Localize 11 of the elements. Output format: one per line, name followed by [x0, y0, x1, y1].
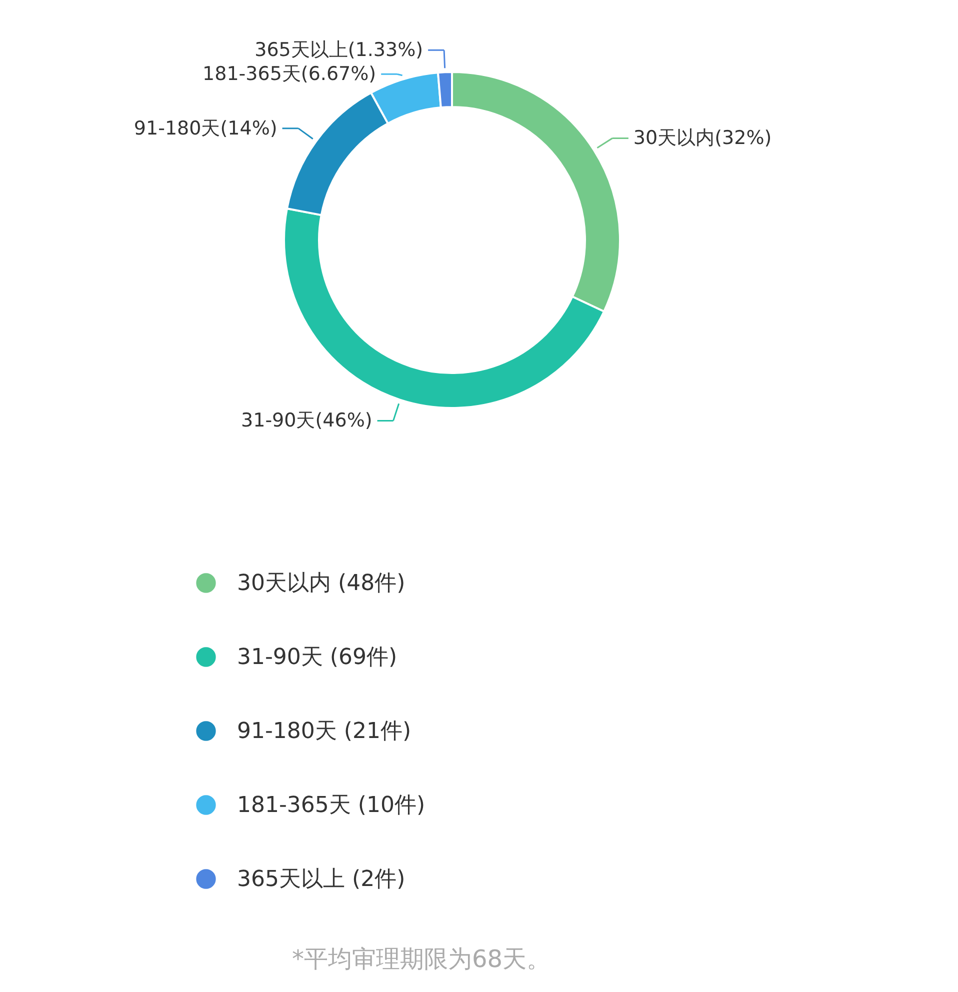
legend-label: 31-90天 (69件) [237, 645, 398, 670]
legend-label: 91-180天 (21件) [237, 719, 412, 744]
text: *平均审理期限为68天。 [292, 945, 551, 973]
data-label: 91-180天(14%) [134, 117, 278, 140]
legend-label: 181-365天 (10件) [237, 793, 426, 818]
data-label: 31-90天(46%) [241, 410, 372, 432]
legend-label: 365天以上 (2件) [237, 867, 406, 892]
data-label: 30天以内(32%) [633, 127, 772, 150]
data-label: 365天以上(1.33%) [254, 39, 424, 62]
legend-label: 30天以内 (48件) [237, 571, 406, 596]
data-label: 181-365天(6.67%) [202, 63, 376, 86]
